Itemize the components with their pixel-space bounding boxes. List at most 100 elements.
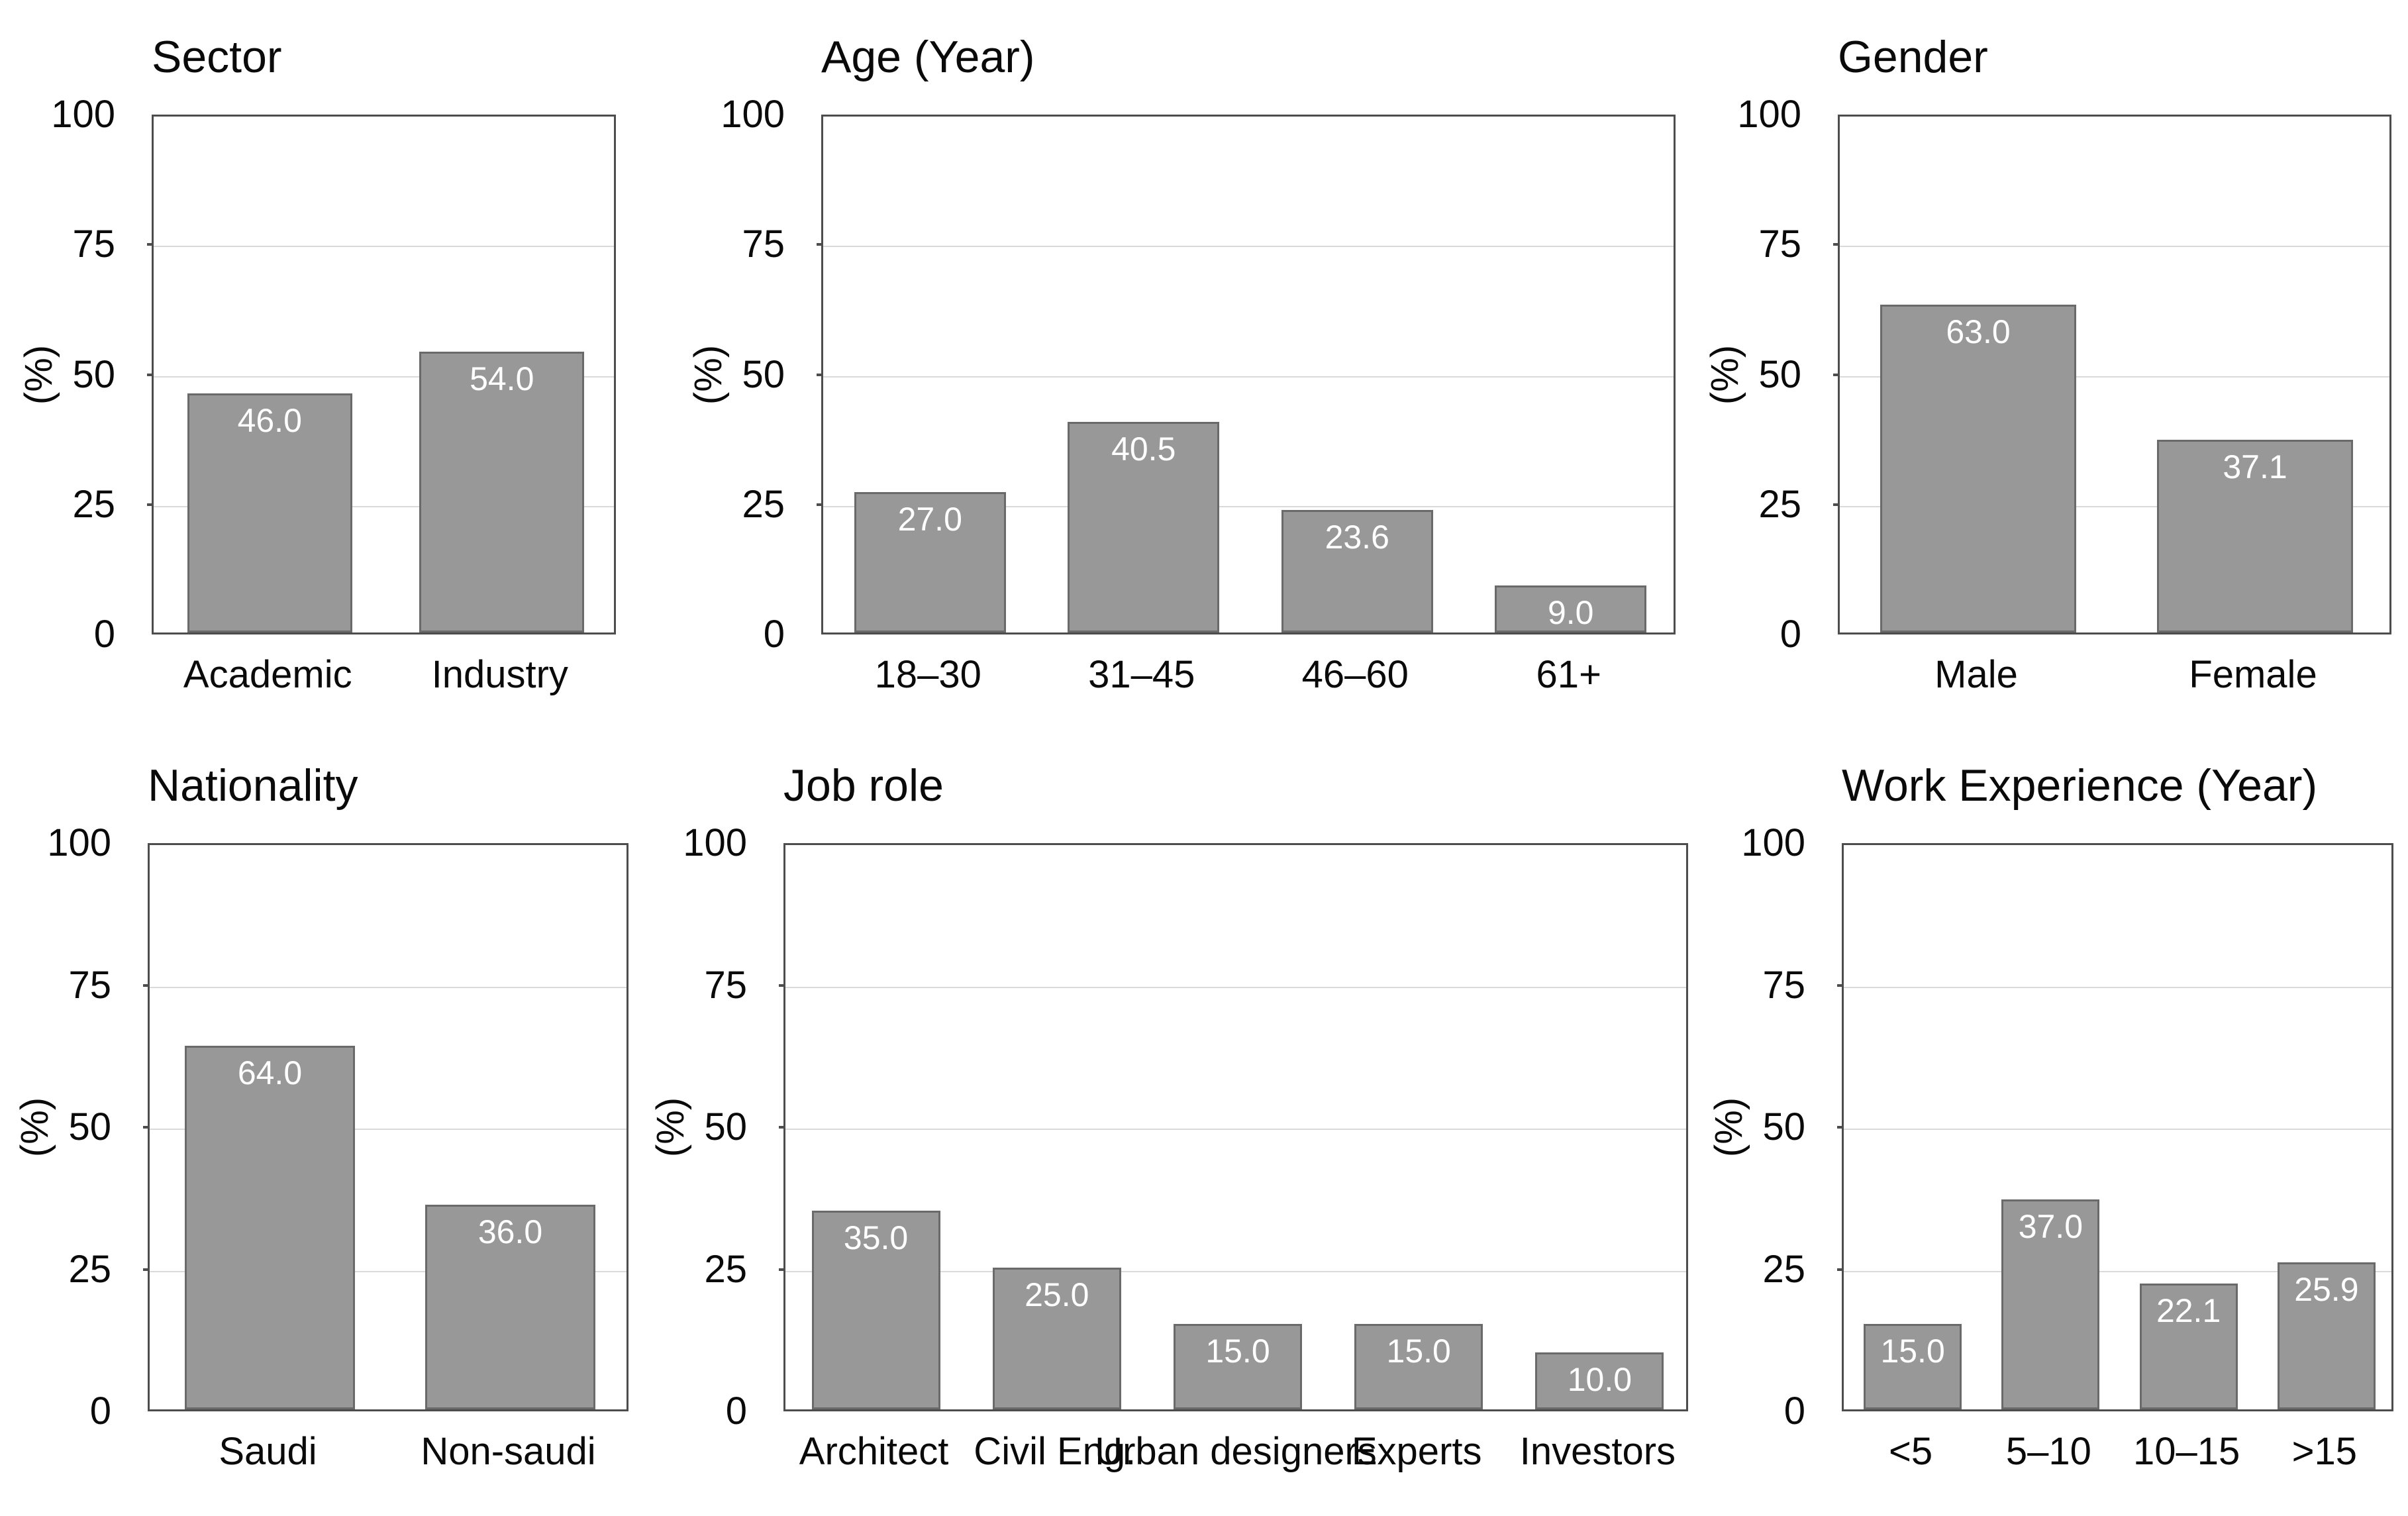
x-category-label: Industry [431,653,568,696]
bar: 23.6 [1281,509,1433,632]
plot-area: 63.0 37.1 [1838,115,2391,634]
gridline [1840,376,2389,378]
bar-value-label: 25.9 [2294,1270,2359,1308]
bar-value-label: 36.0 [477,1213,543,1251]
y-tick-label: 50 [742,352,785,396]
x-category-label: Architect [799,1430,949,1473]
gridline [823,246,1674,248]
bar-value-label: 63.0 [1946,313,2011,351]
bar: 63.0 [1880,305,2077,632]
plot-area: 35.0 25.0 15.0 15.0 10.0 [783,843,1688,1411]
bar: 37.1 [2156,439,2354,632]
y-tick-label: 50 [68,1105,111,1148]
bar-value-label: 40.5 [1111,430,1176,468]
bar: 22.1 [2139,1284,2238,1409]
plot-area: 64.0 36.0 [148,843,628,1411]
bar: 25.0 [992,1267,1121,1409]
x-category-label: Urban designers [1095,1430,1377,1473]
chart-title: Sector [152,32,282,82]
bar: 37.0 [2001,1199,2100,1409]
x-category-label: 5–10 [2005,1430,2091,1473]
bar: 25.9 [2277,1262,2376,1409]
bar-value-label: 37.1 [2223,448,2287,485]
bar: 15.0 [1174,1324,1302,1409]
y-tick-label: 25 [68,1247,111,1291]
gridline [1840,246,2389,248]
chart-job-role: Job role (%) 0 25 50 75 100 35.0 25.0 15.0 15.0 10.… [625,737,1728,1511]
bar-value-label: 23.6 [1325,518,1389,556]
gridline [1844,1270,2391,1272]
bar-value-label: 9.0 [1547,594,1594,632]
bar-value-label: 15.0 [1386,1333,1451,1370]
x-category-label: Investors [1519,1430,1676,1473]
x-category-label: Male [1934,653,2018,696]
gridline [785,1270,1686,1272]
gridline [1844,1129,2391,1130]
gridline [150,986,627,988]
bar: 54.0 [419,352,585,632]
bar-value-label: 37.0 [2018,1207,2083,1245]
gridline [154,505,614,507]
x-category-label: 61+ [1536,653,1601,696]
y-tick-label: 100 [1737,93,1801,136]
y-tick-label: 0 [93,613,115,656]
y-tick-label: 25 [1758,482,1801,526]
bar-value-label: 25.0 [1025,1276,1089,1313]
chart-title: Work Experience (Year) [1842,760,2318,811]
bar: 46.0 [187,393,352,632]
x-category-label: Non-saudi [421,1430,596,1473]
gridline [150,1129,627,1130]
x-category-label: 46–60 [1301,653,1409,696]
chart-gender: Gender (%) 0 25 50 75 100 63.0 37.1 Male Female [1679,9,2408,734]
plot-area: 46.0 54.0 [152,115,616,634]
y-tick-label: 75 [1762,963,1805,1007]
bar-value-label: 46.0 [237,401,302,439]
y-tick-label: 0 [1780,613,1801,656]
bar-value-label: 27.0 [897,501,962,538]
bar-value-label: 22.1 [2156,1292,2221,1330]
bar: 9.0 [1495,585,1647,632]
x-category-label: Saudi [219,1430,317,1473]
y-tick-label: 0 [1783,1390,1805,1433]
chart-title: Gender [1838,32,1988,82]
bar-value-label: 35.0 [843,1219,909,1256]
bar: 35.0 [811,1210,940,1409]
gridline [785,1129,1686,1130]
y-tick-label: 75 [1758,223,1801,266]
y-tick-label: 50 [1758,352,1801,396]
y-tick-label: 75 [704,963,747,1007]
y-tick-label: 75 [742,223,785,266]
bar: 27.0 [854,492,1006,632]
y-tick-label: 50 [704,1105,747,1148]
y-tick-label: 75 [72,223,115,266]
y-tick-label: 100 [721,93,785,136]
chart-work-experience: Work Experience (Year) (%) 0 25 50 75 100 15.0 3… [1683,737,2408,1511]
x-category-label: 10–15 [2132,1430,2240,1473]
x-category-label: Academic [183,653,352,696]
bar-value-label: 15.0 [1205,1333,1270,1370]
chart-sector: Sector (%) 0 25 50 75 100 46.0 54.0 Academic Indus… [0,9,656,734]
y-tick-label: 25 [1762,1247,1805,1291]
chart-title: Job role [783,760,944,811]
bar: 36.0 [425,1205,596,1409]
bar-value-label: 10.0 [1567,1361,1632,1399]
bar-value-label: 15.0 [1880,1333,1945,1370]
y-tick-label: 100 [1741,821,1805,864]
y-tick-label: 100 [51,93,115,136]
bar: 15.0 [1864,1324,1962,1409]
gridline [154,376,614,378]
x-category-label: <5 [1889,1430,1933,1473]
x-category-label: 18–30 [874,653,981,696]
gridline [154,246,614,248]
y-tick-label: 50 [1762,1105,1805,1148]
bar: 40.5 [1068,422,1220,632]
x-category-label: Civil Eng. [974,1430,1136,1473]
x-category-label: >15 [2291,1430,2358,1473]
chart-title: Age (Year) [821,32,1035,82]
plot-area: 15.0 37.0 22.1 25.9 [1842,843,2393,1411]
bar-value-label: 54.0 [470,360,534,398]
gridline [785,986,1686,988]
y-tick-label: 0 [89,1390,111,1433]
y-tick-label: 100 [683,821,747,864]
